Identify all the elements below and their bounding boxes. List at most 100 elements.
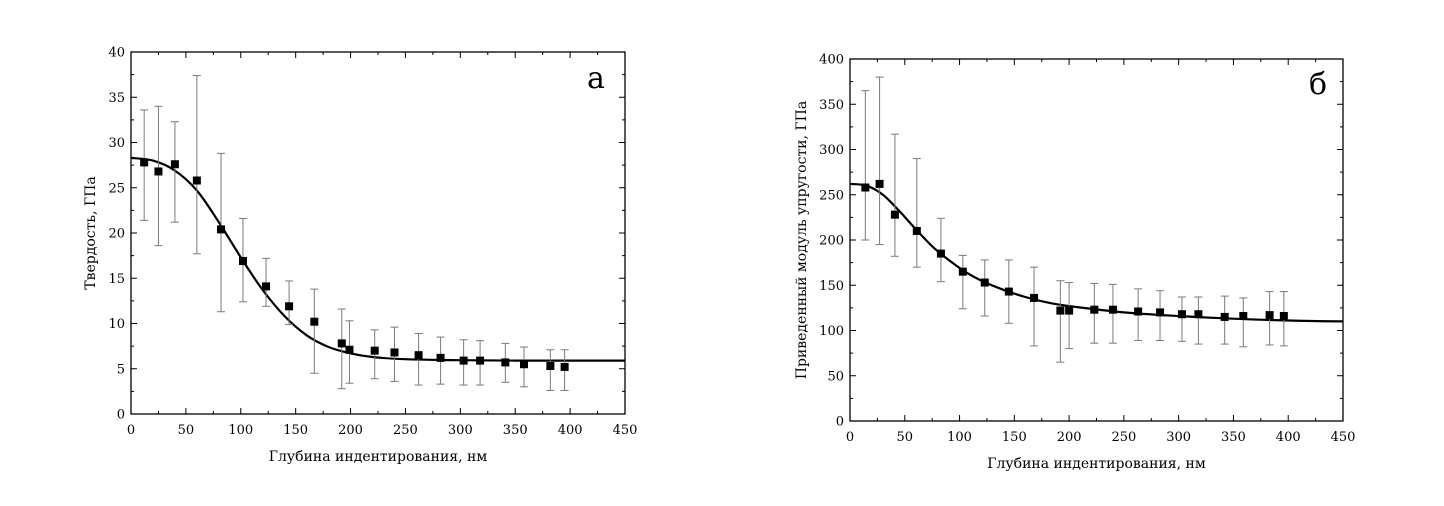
data-point [1279,312,1288,321]
data-point [546,362,555,371]
x-tick-label: 200 [338,423,363,438]
data-points-layer [140,158,569,371]
x-tick-label: 300 [448,423,473,438]
data-point [980,278,989,287]
error-bar [1177,296,1186,342]
y-axis-label: Приведенный модуль упругости, ГПа [794,101,810,379]
y-tick-label: 10 [108,317,125,332]
error-bar [170,121,179,223]
data-point [262,282,271,291]
data-point [1004,287,1013,296]
data-point [1177,310,1186,319]
x-tick-label: 400 [1276,430,1301,445]
data-points-layer [861,179,1288,321]
data-point [1108,305,1117,314]
x-tick-label: 100 [947,430,972,445]
data-point [1194,310,1203,319]
x-tick-label: 200 [1057,430,1082,445]
data-point [217,225,226,234]
x-tick-label: 350 [503,423,528,438]
x-tick-label: 250 [1111,430,1136,445]
y-tick-label: 0 [836,415,844,430]
x-tick-label: 0 [846,430,854,445]
fit-curve-layer [849,182,1344,323]
data-point [560,362,569,371]
error-bar [310,288,319,374]
y-tick-label: 400 [819,53,844,68]
error-bar [958,254,967,310]
data-point [861,183,870,192]
y-tick-label: 40 [108,46,125,61]
x-tick-label: 50 [897,430,914,445]
data-point [154,167,163,176]
data-point [414,351,423,360]
data-point [1220,312,1229,321]
data-point [1265,311,1274,320]
data-point [170,160,179,169]
data-point [875,179,884,188]
x-tick-label: 150 [283,423,308,438]
x-tick-label: 250 [393,423,418,438]
data-point [1065,306,1074,315]
x-tick-label: 0 [127,423,135,438]
y-tick-label: 0 [117,408,125,423]
data-point [285,302,294,311]
data-point [1030,293,1039,302]
x-tick-label: 450 [1331,430,1356,445]
panel-label: б [1309,67,1327,102]
x-tick-label: 400 [558,423,583,438]
error-bar [980,259,989,317]
data-point [501,358,510,367]
axis-ticks-layer: 0 50 100 150 200 250 300 350 400 450 0 50 100 150 200 2… [819,53,1355,446]
x-axis-label: Глубина индентирования, нм [269,449,488,465]
y-tick-label: 150 [819,279,844,294]
error-bar [890,133,899,257]
y-tick-label: 35 [108,91,125,106]
error-bar [1239,297,1248,348]
error-bar [875,76,884,246]
x-axis-label: Глубина индентирования, нм [987,456,1206,472]
x-tick-label: 300 [1166,430,1191,445]
data-point [459,356,468,365]
data-point [958,267,967,276]
fit-curve [849,182,1344,323]
error-bar [1056,280,1065,363]
y-tick-label: 50 [827,369,844,384]
data-point [238,257,247,266]
data-point [476,356,485,365]
x-tick-label: 150 [1002,430,1027,445]
data-point [310,317,319,326]
y-tick-label: 25 [108,181,125,196]
error-bar [414,332,423,386]
error-bar [154,105,163,247]
chart-panel-a: 0 50 100 150 200 250 300 350 400 450 0 5 10 15 20 25 30 3… [83,46,637,466]
y-tick-label: 100 [819,324,844,339]
data-point [912,226,921,235]
error-bar [1030,266,1039,347]
x-tick-label: 350 [1221,430,1246,445]
y-tick-label: 15 [108,272,125,287]
y-tick-label: 350 [819,98,844,113]
data-point [370,346,379,355]
y-axis-label: Твердость, ГПа [83,176,99,289]
data-point [1239,312,1248,321]
data-point [1134,307,1143,316]
y-tick-label: 300 [819,143,844,158]
data-point [520,360,529,369]
data-point [192,176,201,185]
y-tick-label: 20 [108,227,125,242]
error-bar [1108,283,1117,344]
y-tick-label: 5 [117,362,125,377]
data-point [890,210,899,219]
data-point [337,339,346,348]
data-point [936,249,945,258]
axis-ticks-layer: 0 50 100 150 200 250 300 350 400 450 0 5 10 15 20 25 30 3… [108,46,637,439]
y-tick-label: 250 [819,188,844,203]
data-point [436,353,445,362]
x-tick-label: 100 [228,423,253,438]
data-point [1156,308,1165,317]
y-tick-label: 200 [819,234,844,249]
error-bar [1194,296,1203,345]
data-point [345,345,354,354]
